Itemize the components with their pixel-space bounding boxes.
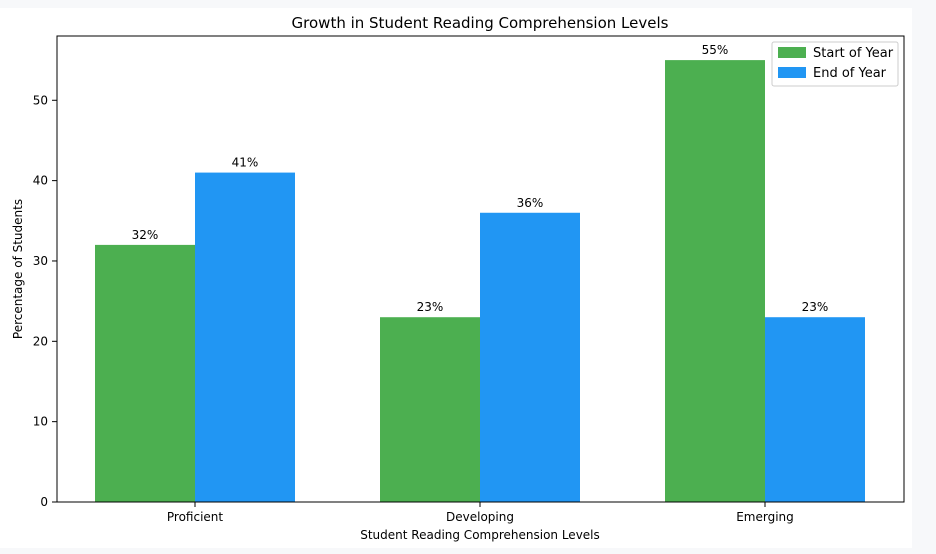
bar-emerging-start [665, 60, 765, 502]
bar-proficient-end [195, 172, 295, 502]
y-tick-label: 0 [40, 495, 48, 509]
data-label: 36% [517, 196, 544, 210]
frame-strip-bottom [0, 548, 936, 554]
bars [95, 60, 865, 503]
legend-label: End of Year [813, 66, 887, 81]
frame-strip-top [0, 0, 936, 8]
plot-area: 32% 23% 55% 41% 36% 23% 0 10 20 30 40 50 Proficien… [33, 35, 905, 524]
bar-developing-end [480, 212, 580, 503]
y-tick-label: 20 [33, 334, 48, 348]
legend-swatch [778, 67, 806, 78]
x-tick-label: Proficient [167, 510, 224, 524]
x-axis-label: Student Reading Comprehension Levels [360, 528, 600, 542]
legend-label: Start of Year [813, 46, 894, 61]
data-label: 55% [702, 43, 729, 57]
data-label: 41% [232, 156, 259, 170]
frame-strip-right [912, 0, 936, 554]
data-label: 23% [802, 300, 829, 314]
y-tick-label: 40 [33, 174, 48, 188]
y-axis-label: Percentage of Students [11, 199, 25, 339]
x-axis-ticks: Proficient Developing Emerging [167, 502, 794, 524]
bar-emerging-end [765, 317, 865, 502]
x-tick-label: Emerging [736, 510, 794, 524]
y-axis-ticks: 0 10 20 30 40 50 [33, 93, 57, 509]
chart-title: Growth in Student Reading Comprehension … [292, 14, 669, 32]
y-tick-label: 50 [33, 93, 48, 107]
data-label: 23% [417, 300, 444, 314]
data-label: 32% [132, 228, 159, 242]
data-labels: 32% 23% 55% 41% 36% 23% [132, 43, 829, 314]
legend: Start of Year End of Year [771, 41, 899, 87]
y-tick-label: 30 [33, 254, 48, 268]
y-tick-label: 10 [33, 415, 48, 429]
legend-swatch [778, 47, 806, 58]
x-tick-label: Developing [446, 510, 514, 524]
bar-developing-start [380, 317, 480, 502]
bar-proficient-start [95, 244, 195, 502]
